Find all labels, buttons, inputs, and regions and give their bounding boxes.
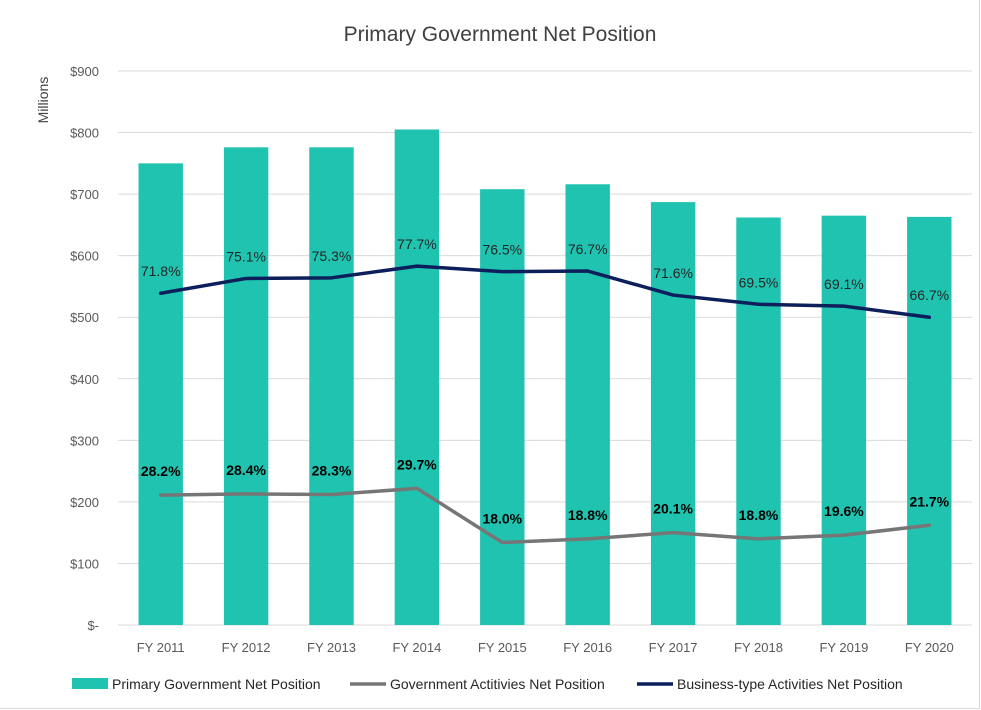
- bar: [907, 216, 952, 626]
- y-axis-ticks: $- $100 $200 $300 $400 $500 $600 $700 $800 $900: [70, 64, 99, 633]
- bar: [223, 147, 269, 625]
- x-tick-label: FY 2016: [563, 640, 612, 655]
- x-tick-label: FY 2015: [478, 640, 527, 655]
- legend-label: Primary Government Net Position: [112, 676, 321, 692]
- legend-label: Government Actitivies Net Position: [390, 676, 605, 692]
- bar: [309, 147, 354, 625]
- legend: Primary Government Net Position Governmen…: [72, 676, 903, 692]
- y-tick-label: $800: [70, 126, 99, 141]
- y-tick-label: $400: [70, 372, 99, 387]
- data-label: 69.5%: [739, 274, 779, 290]
- series-line: [158, 486, 932, 545]
- data-label: 18.8%: [739, 507, 779, 523]
- data-label: 76.7%: [568, 241, 608, 257]
- data-label: 76.5%: [482, 242, 522, 258]
- data-label: 69.1%: [824, 276, 864, 292]
- data-label: 66.7%: [909, 287, 949, 303]
- data-label: 77.7%: [397, 236, 437, 252]
- x-axis-ticks: FY 2011 FY 2012 FY 2013 FY 2014 FY 2015 FY 20…: [137, 640, 954, 655]
- x-tick-label: FY 2020: [905, 640, 954, 655]
- x-tick-label: FY 2013: [307, 640, 356, 655]
- line-series: [158, 264, 932, 545]
- data-label: 28.4%: [226, 462, 266, 478]
- data-label: 28.3%: [312, 463, 352, 479]
- y-tick-label: $900: [70, 64, 99, 79]
- data-label: 28.2%: [141, 463, 181, 479]
- bar: [138, 163, 183, 626]
- x-tick-label: FY 2014: [392, 640, 441, 655]
- x-tick-label: FY 2017: [649, 640, 698, 655]
- data-label: 71.6%: [653, 265, 693, 281]
- y-axis-label: Millions: [35, 77, 51, 124]
- y-tick-label: $500: [70, 310, 99, 325]
- data-label: 21.7%: [909, 493, 949, 509]
- x-tick-label: FY 2012: [222, 640, 271, 655]
- bar: [650, 202, 696, 625]
- bar: [394, 129, 440, 625]
- data-label: 71.8%: [141, 263, 181, 279]
- y-tick-label: $-: [87, 618, 99, 633]
- data-label: 19.6%: [824, 503, 864, 519]
- data-label: 29.7%: [397, 456, 437, 472]
- bar: [480, 189, 525, 626]
- bar-series: [138, 129, 952, 626]
- legend-swatch-bar: [72, 678, 108, 689]
- y-tick-label: $100: [70, 556, 99, 571]
- x-tick-label: FY 2011: [137, 640, 185, 655]
- data-label: 20.1%: [653, 501, 693, 517]
- data-label: 75.1%: [226, 248, 266, 264]
- x-tick-label: FY 2018: [734, 640, 783, 655]
- x-tick-label: FY 2019: [819, 640, 868, 655]
- bar: [565, 184, 610, 626]
- y-tick-label: $300: [70, 433, 99, 448]
- y-tick-label: $600: [70, 249, 99, 264]
- y-tick-label: $700: [70, 187, 99, 202]
- chart-title: Primary Government Net Position: [344, 23, 657, 46]
- data-label: 75.3%: [312, 248, 352, 264]
- data-label: 18.0%: [482, 511, 522, 527]
- bar: [821, 215, 867, 625]
- bar: [736, 217, 781, 625]
- data-labels: 28.2% 28.4% 28.3% 29.7% 18.0% 18.8% 20.1% 18.8%…: [141, 236, 950, 526]
- data-label: 18.8%: [568, 507, 608, 523]
- legend-label: Business-type Activities Net Position: [677, 676, 903, 692]
- series-line: [158, 264, 932, 319]
- y-tick-label: $200: [70, 495, 99, 510]
